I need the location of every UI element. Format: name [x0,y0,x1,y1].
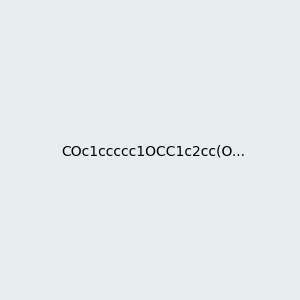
Text: COc1ccccc1OCC1c2cc(O...: COc1ccccc1OCC1c2cc(O... [62,145,246,158]
